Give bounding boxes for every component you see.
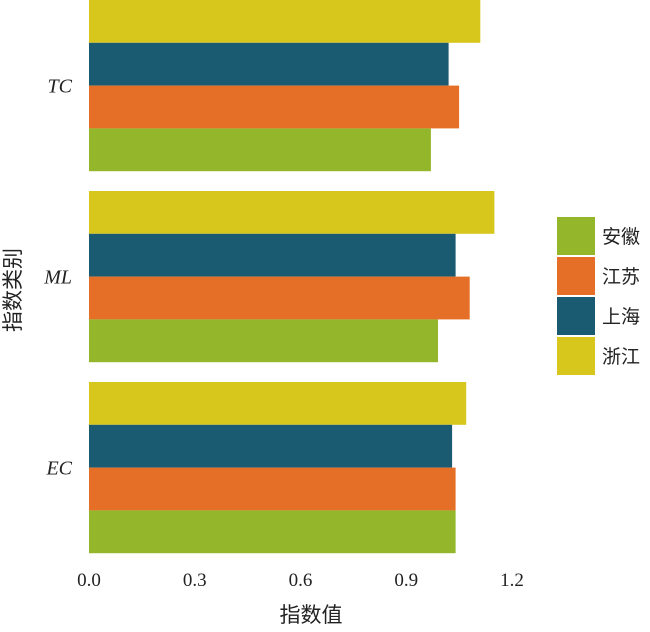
bar-ml-series-1 [89,319,438,363]
bar-tc-series-3 [89,42,449,86]
bar-ml-series-4 [89,191,495,234]
bar-ml-series-3 [89,233,456,277]
x-tick-label-4: 1.2 [500,570,524,591]
legend-swatch-2 [557,257,595,295]
legend-label-3: 上海 [602,306,640,328]
bar-tc-series-2 [89,85,460,129]
bar-ml-series-2 [89,276,470,320]
x-axis-title: 指数值 [280,603,343,627]
category-label-ec: EC [45,458,72,480]
y-axis-title: 指数类别 [1,248,25,332]
category-label-tc: TC [48,76,73,98]
bars-layer [89,0,495,554]
bar-ec-series-1 [89,510,456,554]
bar-ec-series-3 [89,424,453,468]
legend-label-1: 安徽 [602,226,640,248]
bar-tc-series-1 [89,128,431,172]
bar-ec-series-2 [89,467,456,511]
category-label-ml: ML [43,267,72,289]
bar-ec-series-4 [89,382,467,425]
x-tick-label-0: 0.0 [77,570,101,591]
x-tick-label-3: 0.9 [394,570,418,591]
x-tick-label-2: 0.6 [289,570,313,591]
legend-label-4: 浙江 [602,346,640,368]
x-tick-label-1: 0.3 [183,570,207,591]
legend-swatch-1 [557,217,595,255]
legend-swatch-3 [557,297,595,335]
legend-label-2: 江苏 [602,266,640,288]
legend-swatch-4 [557,337,595,375]
bar-tc-series-4 [89,0,481,43]
category-labels: EC ML TC [43,76,72,480]
x-tick-labels: 0.0 0.3 0.6 0.9 1.2 [77,570,524,591]
